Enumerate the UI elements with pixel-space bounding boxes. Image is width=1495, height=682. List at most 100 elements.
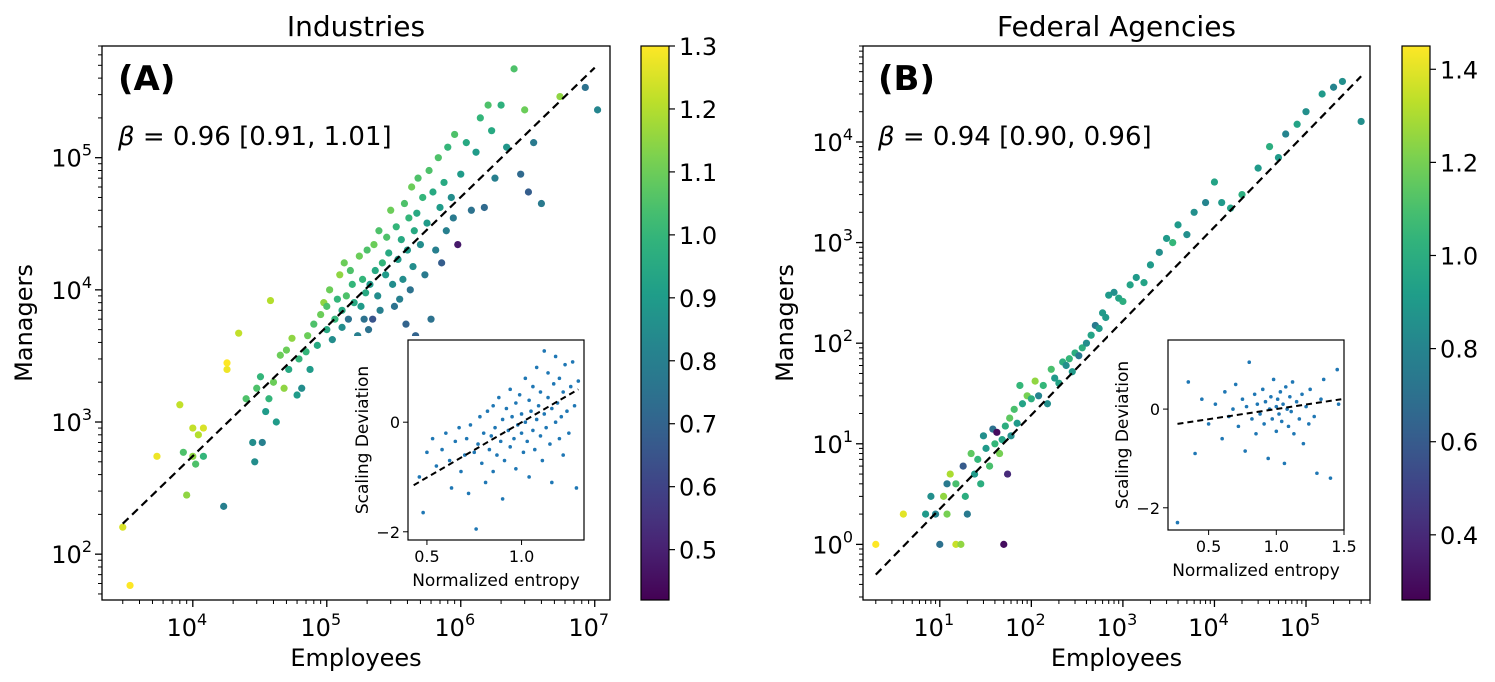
scatter-point <box>199 424 208 432</box>
inset-point <box>1290 380 1295 384</box>
scatter-point <box>1190 208 1198 216</box>
fit-line <box>874 75 1362 576</box>
fit-line <box>121 66 596 525</box>
inset-point <box>1319 397 1323 402</box>
scatter-point <box>295 355 303 363</box>
x-tick-label: 105 <box>300 610 341 642</box>
inset-point <box>1321 377 1326 382</box>
scatter-point <box>491 174 499 182</box>
inset-point <box>491 469 495 474</box>
scatter-point <box>1218 198 1226 207</box>
scatter-point <box>451 130 459 139</box>
scatter-point <box>943 510 951 518</box>
panel-a: Industries Employees Managers (A) β = 0.96 [… <box>10 10 611 672</box>
inset-point <box>440 447 444 452</box>
scatter-point <box>1051 374 1059 382</box>
scatter-point <box>272 418 280 426</box>
scatter-point <box>952 480 960 488</box>
scatter-point <box>484 101 492 109</box>
scatter-point <box>153 452 161 460</box>
scatter-point <box>306 365 314 374</box>
scatter-point <box>1254 164 1262 172</box>
scatter-point <box>258 438 266 447</box>
scatter-point <box>408 183 416 191</box>
colorbar-tick-label: 0.8 <box>1440 336 1478 364</box>
colorbar-tick-label: 0.7 <box>679 411 717 439</box>
inset-point <box>481 431 486 435</box>
inset-point <box>527 398 531 403</box>
scatter-point <box>251 458 259 466</box>
inset-y-tick-label: 0 <box>1150 400 1160 419</box>
inset-point <box>512 436 516 441</box>
inset-point <box>449 486 454 490</box>
inset-point <box>527 475 531 479</box>
scatter-point <box>387 206 395 214</box>
inset-point <box>567 431 571 435</box>
scatter-point <box>256 373 265 381</box>
inset-point <box>525 439 530 444</box>
inset-y-axis-label: Scaling Deviation <box>1113 361 1133 509</box>
scatter-point <box>476 114 484 122</box>
scatter-point <box>1265 142 1274 151</box>
inset-point <box>1200 397 1204 402</box>
inset-point <box>1244 404 1249 409</box>
inset-point <box>1243 449 1247 453</box>
inset-point <box>491 403 495 408</box>
scatter-point <box>1027 395 1035 403</box>
scatter-point <box>192 460 200 468</box>
scatter-point <box>310 320 318 328</box>
scatter-point <box>1126 281 1134 289</box>
inset-point <box>498 439 503 444</box>
scatter-point <box>194 431 202 439</box>
inset-point <box>1312 414 1317 419</box>
scatter-point <box>436 203 444 212</box>
inset-y-tick-label: 0 <box>390 413 400 432</box>
inset-point <box>538 390 543 394</box>
inset-point <box>1236 424 1241 429</box>
scatter-point <box>266 296 275 305</box>
scatter-point <box>126 581 134 590</box>
inset-point <box>1286 424 1291 429</box>
scatter-point <box>921 510 930 518</box>
inset-point <box>521 450 526 455</box>
scatter-point <box>432 246 440 254</box>
scatter-point <box>416 240 425 249</box>
scatter-point <box>425 166 433 175</box>
axes-frame <box>101 45 611 601</box>
scatter-point <box>317 310 325 319</box>
colorbar-gradient <box>1401 45 1431 601</box>
colorbar-tick-label: 0.9 <box>679 285 717 313</box>
scatter-point <box>183 491 191 499</box>
scatter-point <box>399 275 407 283</box>
scatter-point <box>462 139 470 147</box>
colorbar-tick-label: 1.3 <box>679 33 717 61</box>
inset-point <box>1220 436 1224 441</box>
inset-point <box>523 420 528 424</box>
inset-point <box>1274 404 1279 409</box>
scatter-point <box>1003 470 1012 478</box>
scatter-point <box>390 302 399 310</box>
inset-point <box>1263 399 1268 404</box>
scatter-point <box>1119 297 1127 306</box>
inset-point <box>493 425 497 430</box>
inset-point <box>504 406 509 411</box>
scatter-point <box>1146 261 1155 269</box>
inset-point <box>444 431 448 435</box>
scatter-point <box>360 315 368 323</box>
inset-point <box>502 458 507 463</box>
x-tick-label: 101 <box>913 610 954 642</box>
inset-point <box>568 384 573 389</box>
scatter-point <box>438 259 446 267</box>
scatter-point <box>1013 419 1021 427</box>
scatter-point <box>1293 120 1301 128</box>
x-tick-label: 104 <box>166 610 207 642</box>
scatter-point <box>497 101 505 109</box>
scatter-point <box>946 470 954 478</box>
scatter-point <box>530 139 538 147</box>
scatter-point <box>899 510 907 518</box>
scatter-point <box>269 378 278 386</box>
inset-point <box>517 392 522 397</box>
inset-point <box>508 387 512 392</box>
scatter-point <box>392 223 400 231</box>
scatter-point <box>374 292 382 300</box>
